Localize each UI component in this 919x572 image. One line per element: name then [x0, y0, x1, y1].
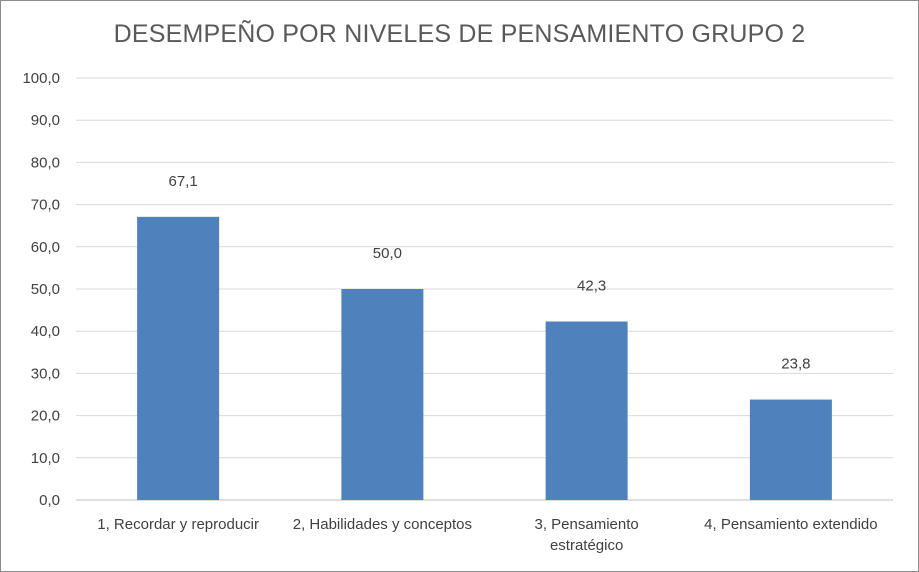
bar: [749, 399, 832, 500]
data-label: 67,1: [169, 173, 198, 190]
bars: [137, 216, 832, 500]
y-tick-label: 30,0: [31, 365, 60, 382]
y-tick-label: 10,0: [31, 450, 60, 467]
category-label: 2, Habilidades y conceptos: [293, 516, 472, 533]
y-tick-label: 40,0: [31, 323, 60, 340]
data-label: 23,8: [781, 356, 810, 373]
bar: [341, 289, 424, 500]
category-label: estratégico: [550, 537, 623, 554]
category-label: 4, Pensamiento extendido: [704, 516, 877, 533]
bar: [137, 216, 220, 500]
bar: [545, 321, 628, 500]
data-label: 50,0: [373, 245, 402, 262]
y-tick-label: 0,0: [39, 492, 60, 509]
category-label: 1, Recordar y reproducir: [97, 516, 259, 533]
y-tick-label: 60,0: [31, 239, 60, 256]
y-tick-label: 100,0: [22, 70, 60, 87]
y-axis-ticks: 0,0 10,0 20,0 30,0 40,0 50,0 60,0 70,0 80,0 90,0 1…: [22, 70, 60, 509]
y-tick-label: 50,0: [31, 281, 60, 298]
x-axis-categories: 1, Recordar y reproducir 2, Habilidades y…: [97, 516, 877, 554]
category-label: 3, Pensamiento: [535, 516, 639, 533]
y-tick-label: 80,0: [31, 154, 60, 171]
data-label: 42,3: [577, 277, 606, 294]
y-tick-label: 90,0: [31, 112, 60, 129]
data-labels: 67,1 50,0 42,3 23,8: [169, 173, 811, 373]
y-tick-label: 20,0: [31, 408, 60, 425]
chart-title: DESEMPEÑO POR NIVELES DE PENSAMIENTO GRU…: [113, 20, 806, 48]
y-tick-label: 70,0: [31, 197, 60, 214]
